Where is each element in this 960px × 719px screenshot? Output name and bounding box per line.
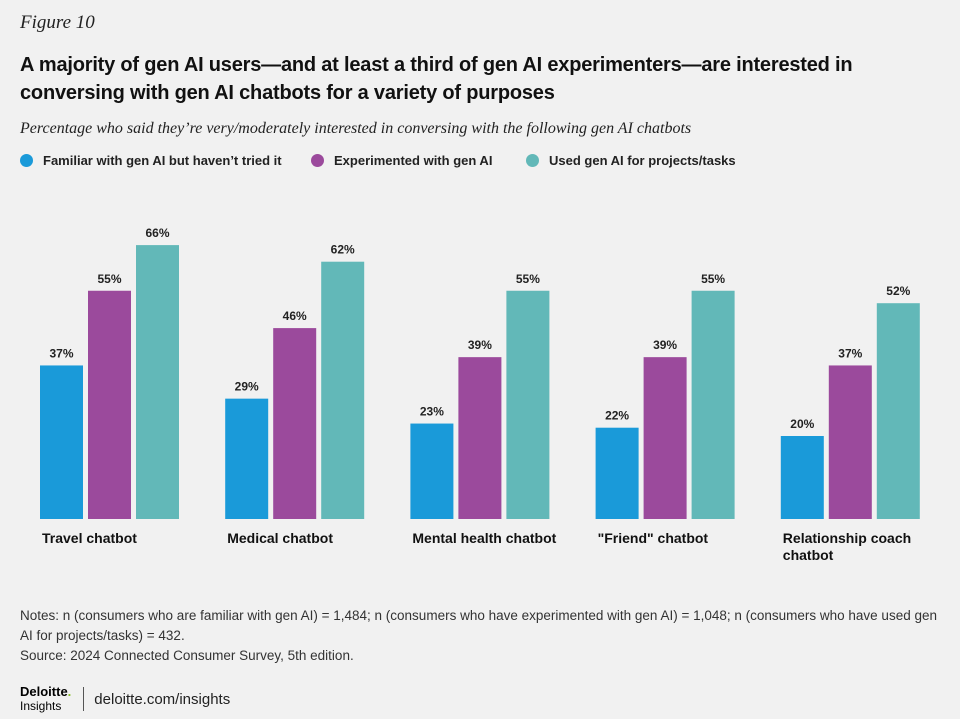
legend-item-experimented: Experimented with gen AI (311, 153, 492, 168)
category-label-0: Travel chatbot (42, 530, 137, 546)
data-label-used-2: 55% (516, 272, 540, 286)
data-label-experimented-4: 37% (838, 346, 862, 360)
data-label-used-1: 62% (331, 243, 355, 257)
legend-label-familiar: Familiar with gen AI but haven’t tried i… (43, 153, 282, 168)
data-label-familiar-2: 23% (420, 405, 444, 419)
data-label-familiar-0: 37% (49, 346, 73, 360)
legend-item-used: Used gen AI for projects/tasks (526, 153, 736, 168)
figure-label: Figure 10 (20, 12, 95, 33)
bar-experimented-2 (458, 357, 502, 519)
legend-swatch-used (526, 154, 539, 167)
bar-used-1 (321, 261, 365, 519)
notes-text: Notes: n (consumers who are familiar wit… (20, 608, 937, 643)
data-label-used-4: 52% (886, 284, 910, 298)
chart-notes: Notes: n (consumers who are familiar wit… (20, 606, 940, 666)
bar-familiar-3 (595, 427, 639, 519)
data-label-experimented-2: 39% (468, 338, 492, 352)
category-label-4: Relationship coach chatbot (783, 530, 911, 563)
deloitte-insights-logo: Deloitte. Insights (20, 684, 72, 714)
legend-label-experimented: Experimented with gen AI (334, 153, 493, 168)
legend-item-familiar: Familiar with gen AI but haven’t tried i… (20, 153, 282, 168)
logo-sub: Insights (20, 699, 62, 713)
bar-familiar-1 (225, 398, 269, 519)
bar-experimented-3 (643, 357, 687, 519)
category-label-1: Medical chatbot (227, 530, 333, 546)
source-text: Source: 2024 Connected Consumer Survey, … (20, 648, 354, 663)
bar-experimented-1 (273, 328, 317, 519)
bar-used-2 (506, 290, 550, 519)
chart-legend: Familiar with gen AI but haven’t tried i… (20, 153, 940, 173)
data-label-familiar-3: 22% (605, 409, 629, 423)
bar-familiar-0 (40, 365, 83, 519)
data-label-familiar-1: 29% (235, 380, 259, 394)
bar-chart: 37% 55% 66% Travel chatbot 29% 46% 62% Medical … (40, 226, 920, 563)
data-label-experimented-3: 39% (653, 338, 677, 352)
data-label-used-3: 55% (701, 272, 725, 286)
category-label-2: Mental health chatbot (412, 530, 556, 546)
footer: Deloitte. Insights deloitte.com/insights (20, 684, 230, 714)
category-label-3: "Friend" chatbot (598, 530, 709, 546)
bar-familiar-2 (410, 423, 454, 519)
legend-swatch-experimented (311, 154, 324, 167)
data-label-used-0: 66% (145, 226, 169, 240)
logo-brand: Deloitte. (20, 684, 72, 699)
chart-subtitle: Percentage who said they’re very/moderat… (20, 120, 692, 137)
bar-experimented-0 (88, 290, 131, 519)
data-label-familiar-4: 20% (790, 417, 814, 431)
chart-title: A majority of gen AI users—and at least … (20, 54, 853, 104)
footer-divider (83, 687, 85, 711)
data-label-experimented-0: 55% (97, 272, 121, 286)
data-label-experimented-1: 46% (283, 309, 307, 323)
bar-used-4 (876, 303, 920, 519)
legend-swatch-familiar (20, 154, 33, 167)
footer-url[interactable]: deloitte.com/insights (94, 690, 231, 708)
bar-used-0 (136, 245, 179, 519)
bar-experimented-4 (828, 365, 872, 519)
bar-familiar-4 (780, 436, 824, 519)
legend-label-used: Used gen AI for projects/tasks (549, 153, 736, 168)
bar-used-3 (691, 290, 735, 519)
